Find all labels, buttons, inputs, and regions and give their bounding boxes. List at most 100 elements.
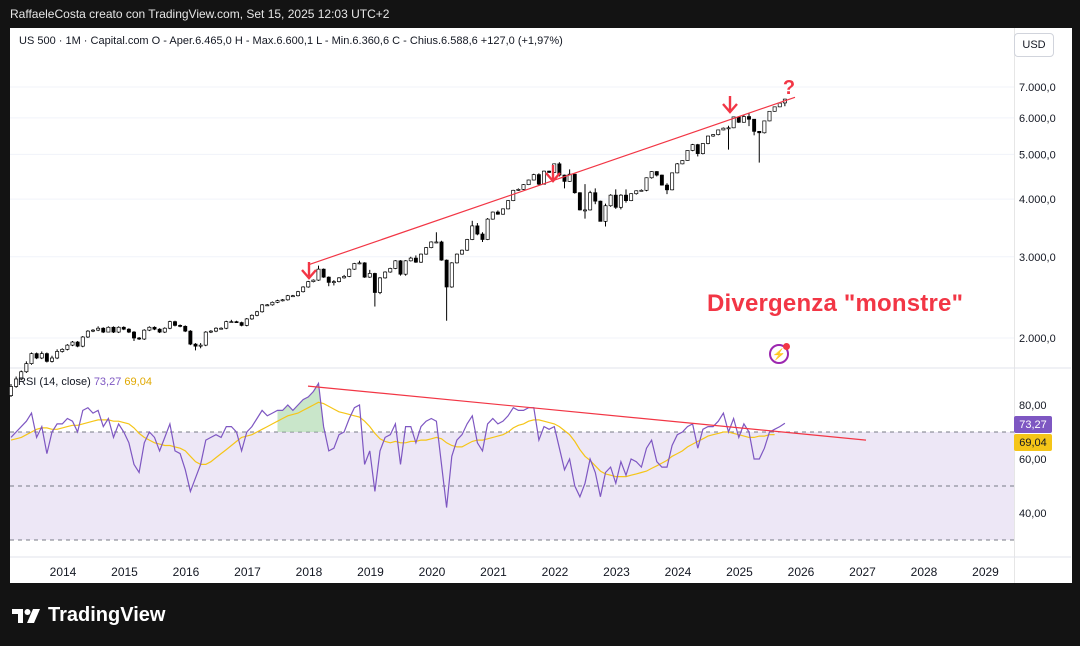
x-tick-label: 2015 — [111, 565, 138, 579]
x-tick-label: 2023 — [603, 565, 630, 579]
candle-body — [65, 344, 70, 350]
candle-body — [106, 326, 111, 333]
candle-body — [255, 311, 259, 316]
candle-body — [777, 102, 782, 108]
candle-body — [757, 131, 762, 134]
candle-body — [224, 321, 229, 329]
price-tick-label: 7.000,0 — [1019, 82, 1056, 94]
candle-body — [34, 353, 39, 359]
candle-body — [80, 336, 85, 347]
x-tick-label: 2026 — [788, 565, 815, 579]
currency-button[interactable]: USD — [1014, 33, 1054, 57]
candle-body — [321, 268, 326, 278]
candle-body — [162, 327, 167, 333]
candle-body — [167, 321, 172, 329]
rsi-tick-label: 40,00 — [1019, 508, 1047, 520]
candle-body — [352, 263, 357, 270]
candle-body — [424, 247, 429, 255]
rsi-value-tag: 73,27 — [1014, 416, 1052, 433]
candle-body — [393, 260, 398, 269]
candle-body — [316, 268, 321, 281]
candle-body — [9, 386, 13, 396]
candle-body — [208, 330, 213, 333]
candle-body — [747, 116, 751, 120]
candle-body — [285, 295, 290, 301]
candle-body — [470, 225, 475, 240]
down-arrow-icon — [722, 96, 738, 114]
candle-body — [229, 321, 234, 324]
candle-body — [654, 171, 659, 176]
candle-body — [454, 253, 459, 264]
candle-body — [301, 286, 306, 293]
price-tick-label: 5.000,0 — [1019, 149, 1056, 161]
flash-icon[interactable]: ⚡ — [769, 343, 790, 364]
candle-body — [495, 211, 500, 215]
candle-body — [85, 330, 90, 338]
candle-body — [506, 200, 511, 210]
price-axis-area[interactable] — [1014, 28, 1072, 583]
candle-body — [39, 353, 44, 359]
candle-body — [311, 279, 316, 282]
candle-body — [501, 208, 505, 215]
symbol-legend[interactable]: US 500 · 1M · Capital.com O - Aper.6.465… — [19, 35, 563, 47]
candle-body — [680, 160, 685, 165]
x-tick-label: 2025 — [726, 565, 753, 579]
chart-header-title: RaffaeleCosta creato con TradingView.com… — [10, 7, 390, 21]
rsi-ma-value-tag: 69,04 — [1014, 434, 1052, 451]
x-tick-label: 2014 — [50, 565, 77, 579]
candle-body — [75, 341, 80, 347]
tradingview-logo-icon — [12, 608, 40, 623]
candle-body — [465, 239, 470, 251]
candle-body — [700, 143, 705, 154]
candle-body — [752, 118, 757, 132]
candle-body — [198, 344, 203, 347]
candle-body — [526, 179, 531, 185]
candle-body — [670, 172, 675, 191]
price-trendline — [307, 96, 796, 266]
rsi-ma-line — [10, 401, 775, 478]
candle-body — [326, 276, 331, 283]
candle-body — [531, 174, 536, 181]
candle-body — [265, 304, 270, 307]
price-tick-label: 6.000,0 — [1019, 113, 1056, 125]
candle-body — [649, 171, 654, 179]
candle-body — [608, 194, 613, 207]
candle-body — [706, 135, 710, 144]
x-tick-label: 2018 — [296, 565, 323, 579]
candle-body — [398, 260, 403, 275]
candle-body — [644, 177, 649, 191]
candle-body — [598, 200, 603, 222]
candle-body — [711, 134, 716, 137]
candle-body — [721, 127, 726, 131]
candle-body — [434, 241, 439, 244]
rsi-legend[interactable]: RSI (14, close) 73,27 69,04 — [18, 376, 152, 388]
rsi-line — [10, 381, 786, 508]
candle-body — [275, 300, 280, 303]
candle-body — [439, 241, 444, 261]
candle-body — [249, 314, 254, 320]
candle-body — [173, 321, 177, 326]
candle-body — [157, 328, 162, 333]
candle-body — [485, 218, 490, 240]
tradingview-logo[interactable]: TradingView — [12, 604, 165, 627]
candle-body — [383, 271, 388, 279]
candle-body — [516, 188, 521, 191]
question-mark: ? — [783, 77, 795, 99]
down-arrow-head — [301, 269, 317, 280]
candle-body — [772, 106, 777, 112]
x-tick-label: 2016 — [173, 565, 200, 579]
candle-body — [111, 326, 116, 333]
candle-body — [214, 327, 218, 332]
x-tick-label: 2027 — [849, 565, 876, 579]
candle-body — [536, 174, 541, 185]
candle-body — [152, 326, 157, 330]
candle-body — [270, 301, 275, 306]
candle-body — [547, 170, 552, 173]
candle-body — [767, 110, 772, 122]
candle-body — [132, 331, 136, 339]
x-tick-label: 2024 — [665, 565, 692, 579]
rsi-tick-label: 60,00 — [1019, 454, 1047, 466]
candle-body — [357, 262, 362, 265]
candle-body — [306, 281, 311, 288]
